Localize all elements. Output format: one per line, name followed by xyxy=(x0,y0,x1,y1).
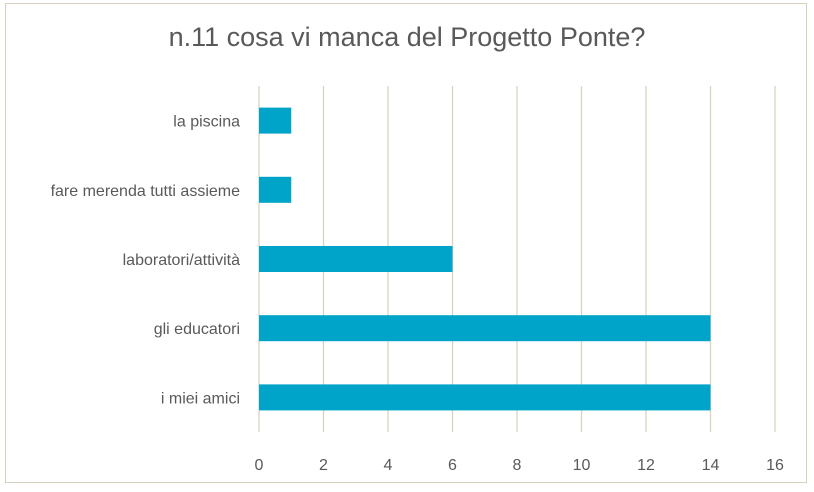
x-tick-2: 2 xyxy=(319,457,328,474)
x-tick-labels: 0 2 4 6 8 10 12 14 16 xyxy=(255,457,784,474)
x-tick-6: 6 xyxy=(448,457,457,474)
bar-4 xyxy=(259,384,711,411)
category-label-3: gli educatori xyxy=(154,321,240,338)
category-label-2: laboratori/attività xyxy=(123,252,240,269)
x-tick-14: 14 xyxy=(702,457,720,474)
bar-1 xyxy=(259,176,292,203)
category-label-1: fare merenda tutti assieme xyxy=(51,183,241,200)
chart-title: n.11 cosa vi manca del Progetto Ponte? xyxy=(168,22,646,52)
x-tick-8: 8 xyxy=(513,457,522,474)
category-labels: la piscina fare merenda tutti assieme labo… xyxy=(51,114,241,408)
category-label-0: la piscina xyxy=(173,114,240,131)
x-tick-4: 4 xyxy=(384,457,393,474)
bar-0 xyxy=(259,107,292,134)
x-tick-16: 16 xyxy=(766,457,784,474)
category-label-4: i miei amici xyxy=(161,390,240,407)
x-tick-12: 12 xyxy=(637,457,655,474)
bar-2 xyxy=(259,246,453,272)
x-tick-10: 10 xyxy=(573,457,591,474)
bar-series xyxy=(259,107,711,411)
x-tick-0: 0 xyxy=(255,457,264,474)
bar-3 xyxy=(259,315,711,342)
